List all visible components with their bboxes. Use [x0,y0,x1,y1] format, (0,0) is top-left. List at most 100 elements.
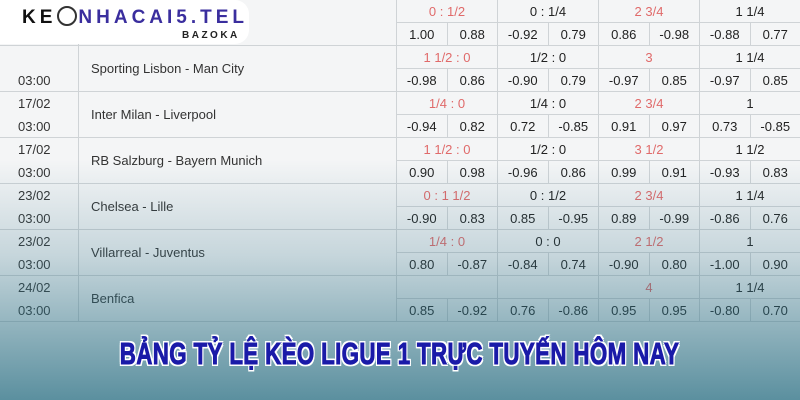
odds-value[interactable]: 0.72 [497,115,548,138]
match-teams[interactable]: Sporting Lisbon - Man City [78,46,396,92]
odds-value[interactable]: -0.90 [396,207,447,230]
match-teams[interactable]: Villarreal - Juventus [78,230,396,276]
odds-value[interactable]: -0.85 [547,115,599,138]
odds-value[interactable]: 0.86 [598,23,649,46]
handicap-line: 1/4 : 0 [396,230,497,253]
odds-value[interactable]: 0.79 [547,69,599,92]
odds-value[interactable]: 0.70 [749,299,800,322]
odds-value[interactable]: 0.95 [598,299,649,322]
odds-value[interactable]: -0.86 [547,299,599,322]
match-teams[interactable]: Inter Milan - Liverpool [78,92,396,138]
handicap-line: 1 1/4 [699,184,800,207]
odds-value[interactable]: 0.85 [749,69,800,92]
match-row[interactable]: 17/02 03:00 RB Salzburg - Bayern Munich 1… [0,138,800,184]
odds-value[interactable]: 1.00 [396,23,447,46]
odds-value[interactable]: 0.76 [749,207,800,230]
match-teams[interactable]: RB Salzburg - Bayern Munich [78,138,396,184]
match-date: 23/02 [18,234,51,249]
match-time: 03:00 [18,119,51,134]
odds-value[interactable]: -0.94 [396,115,447,138]
odds-value[interactable]: -0.96 [497,161,548,184]
handicap-line: 1 1/4 [699,0,800,23]
odds-value[interactable]: 0.74 [547,253,599,276]
odds-value[interactable]: 0.82 [446,115,498,138]
odds-value[interactable]: -0.97 [598,69,649,92]
odds-value[interactable]: -0.98 [396,69,447,92]
odds-value[interactable]: -0.87 [446,253,498,276]
odds-value[interactable]: 0.90 [749,253,800,276]
odds-value[interactable]: 0.86 [547,161,599,184]
logo-main: NHACAI5.TEL [78,7,249,28]
match-time: 03:00 [18,165,51,180]
odds-value[interactable]: 0.79 [547,23,599,46]
handicap-line: 1 1/4 [699,276,800,299]
handicap-line: 0 : 1/2 [497,184,598,207]
odds-value[interactable]: -0.90 [497,69,548,92]
odds-value[interactable]: 0.73 [699,115,750,138]
odds-value[interactable]: -0.84 [497,253,548,276]
handicap-line: 1 1/2 : 0 [396,138,497,161]
handicap-line [396,276,497,299]
odds-value[interactable]: 0.98 [446,161,498,184]
odds-value[interactable]: -0.88 [699,23,750,46]
odds-value[interactable]: 0.86 [446,69,498,92]
handicap-line: 1/4 : 0 [396,92,497,115]
match-time: 03:00 [18,257,51,272]
odds-value[interactable]: 0.80 [648,253,700,276]
odds-value[interactable]: 0.77 [749,23,800,46]
match-teams[interactable]: Benfica [78,276,396,322]
odds-value[interactable]: -0.86 [699,207,750,230]
odds-value[interactable]: -0.90 [598,253,649,276]
odds-value[interactable]: 0.99 [598,161,649,184]
site-logo[interactable]: KE NHACAI5.TEL BAZOKA [0,0,249,44]
odds-value[interactable]: 0.76 [497,299,548,322]
match-date [0,46,78,69]
match-row[interactable]: 24/02 03:00 Benfica 4 1 1/4 0.85 -0.92 0.76 -0… [0,276,800,322]
odds-value[interactable]: 0.85 [497,207,548,230]
handicap-line: 2 3/4 [598,92,699,115]
odds-value[interactable]: 0.91 [648,161,700,184]
odds-value[interactable]: -0.93 [699,161,750,184]
odds-value[interactable]: -0.80 [699,299,750,322]
odds-value[interactable]: 0.83 [446,207,498,230]
handicap-line: 1 1/2 [699,138,800,161]
odds-value[interactable]: -1.00 [699,253,750,276]
odds-value[interactable]: -0.92 [446,299,498,322]
handicap-line: 2 1/2 [598,230,699,253]
match-row[interactable]: 03:00 Sporting Lisbon - Man City 1 1/2 : … [0,46,800,92]
match-teams[interactable]: Chelsea - Lille [78,184,396,230]
odds-value[interactable]: 0.80 [396,253,447,276]
odds-value[interactable]: -0.92 [497,23,548,46]
odds-value[interactable]: 0.88 [446,23,498,46]
match-row[interactable]: 23/02 03:00 Chelsea - Lille 0 : 1 1/2 0 : … [0,184,800,230]
handicap-line: 1 1/2 : 0 [396,46,497,69]
odds-value[interactable]: -0.99 [648,207,700,230]
match-date: 17/02 [18,142,51,157]
odds-value[interactable]: -0.95 [547,207,599,230]
logo-tagline: BAZOKA [182,30,240,41]
odds-value[interactable]: 0.89 [598,207,649,230]
logo-prefix: KE [22,7,57,28]
odds-table: 0 : 1/2 0 : 1/4 2 3/4 1 1/4 1.00 0.88 -0.92 0.7… [0,0,800,322]
banner-title: BẢNG TỶ LỆ KÈO LIGUE 1 TRỰC TUYẾN HÔM NA… [120,336,680,372]
odds-value[interactable]: 0.95 [648,299,700,322]
handicap-line: 1 [699,230,800,253]
odds-value[interactable]: 0.85 [396,299,447,322]
odds-value[interactable]: 0.83 [749,161,800,184]
match-row[interactable]: 17/02 03:00 Inter Milan - Liverpool 1/4 :… [0,92,800,138]
odds-value[interactable]: 0.91 [598,115,649,138]
odds-group: 0 : 1 1/2 0 : 1/2 2 3/4 1 1/4 -0.90 0.83 0.85-… [396,184,800,230]
odds-value[interactable]: -0.97 [699,69,750,92]
odds-value[interactable]: 0.85 [648,69,700,92]
match-date: 23/02 [18,188,51,203]
handicap-line [497,276,598,299]
match-row[interactable]: 23/02 03:00 Villarreal - Juventus 1/4 : 0… [0,230,800,276]
odds-value[interactable]: 0.97 [648,115,700,138]
handicap-line: 1/2 : 0 [497,46,598,69]
odds-value[interactable]: 0.90 [396,161,447,184]
odds-value[interactable]: -0.98 [648,23,700,46]
odds-value[interactable]: -0.85 [749,115,800,138]
match-date: 24/02 [18,280,51,295]
handicap-line: 4 [598,276,699,299]
